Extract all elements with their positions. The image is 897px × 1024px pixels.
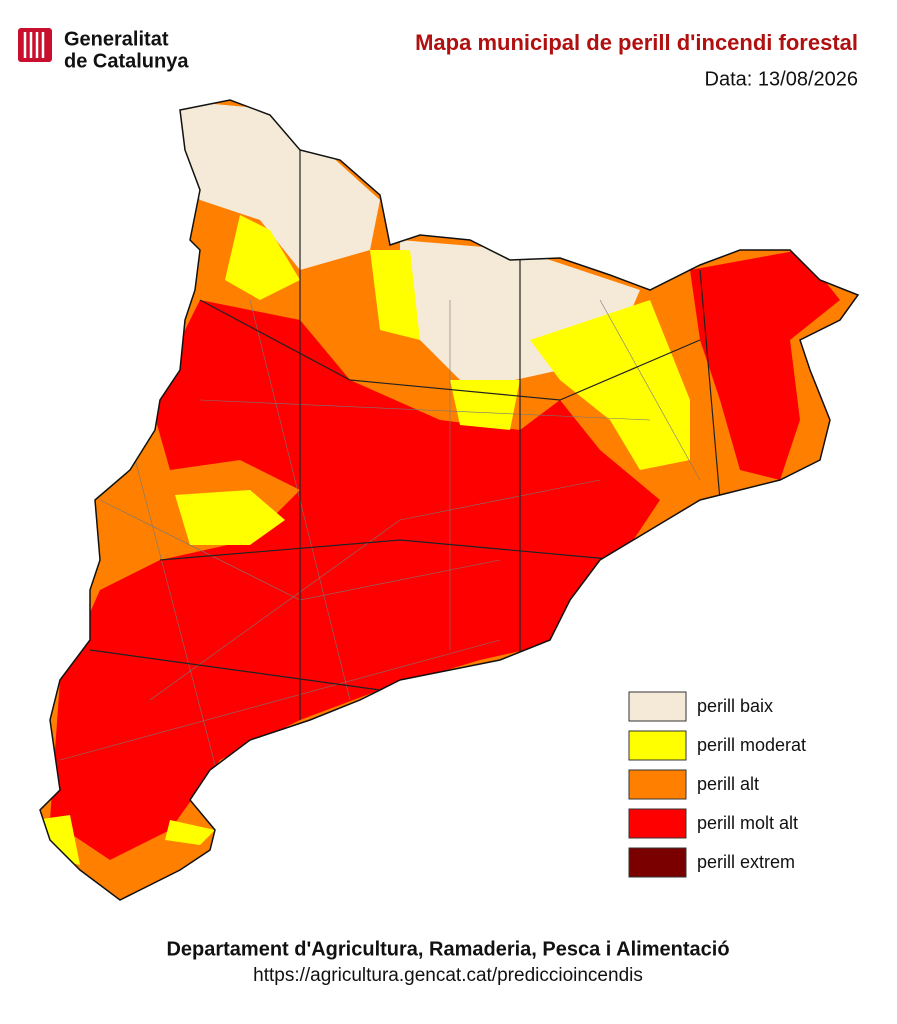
legend-swatch — [628, 691, 687, 722]
region-moderat — [165, 820, 215, 845]
legend: perill baix perill moderat perill alt peril… — [628, 691, 806, 878]
region-moderat — [530, 300, 690, 470]
legend-label: perill baix — [697, 696, 773, 716]
logo-text: Generalitat — [64, 28, 169, 50]
logo-text: de Catalunya — [64, 50, 189, 72]
legend-label: perill moderat — [697, 735, 806, 755]
logo: Generalitat de Catalunya — [18, 28, 189, 72]
footer-url: https://agricultura.gencat.cat/prediccio… — [253, 965, 643, 986]
legend-label: perill extrem — [697, 852, 795, 872]
region-molt-alt — [690, 250, 840, 480]
map-title: Mapa municipal de perill d'incendi fores… — [415, 30, 858, 55]
map-date: Data: 13/08/2026 — [705, 68, 858, 90]
logo-stripes — [23, 32, 45, 58]
footer-department: Departament d'Agricultura, Ramaderia, Pe… — [166, 938, 729, 960]
map — [39, 99, 859, 901]
region-moderat — [370, 250, 420, 340]
region-moderat — [225, 215, 300, 300]
comarca-borders — [89, 150, 721, 720]
region-moderat — [175, 490, 285, 545]
region-moderat — [450, 380, 520, 430]
legend-swatch — [628, 847, 687, 878]
region-molt-alt — [50, 300, 660, 860]
legend-swatch — [628, 769, 687, 800]
region-baix — [170, 100, 380, 270]
legend-swatch — [628, 808, 687, 839]
legend-label: perill alt — [697, 774, 759, 794]
legend-label: perill molt alt — [697, 813, 798, 833]
logo-emblem — [18, 28, 52, 62]
legend-swatch — [628, 730, 687, 761]
